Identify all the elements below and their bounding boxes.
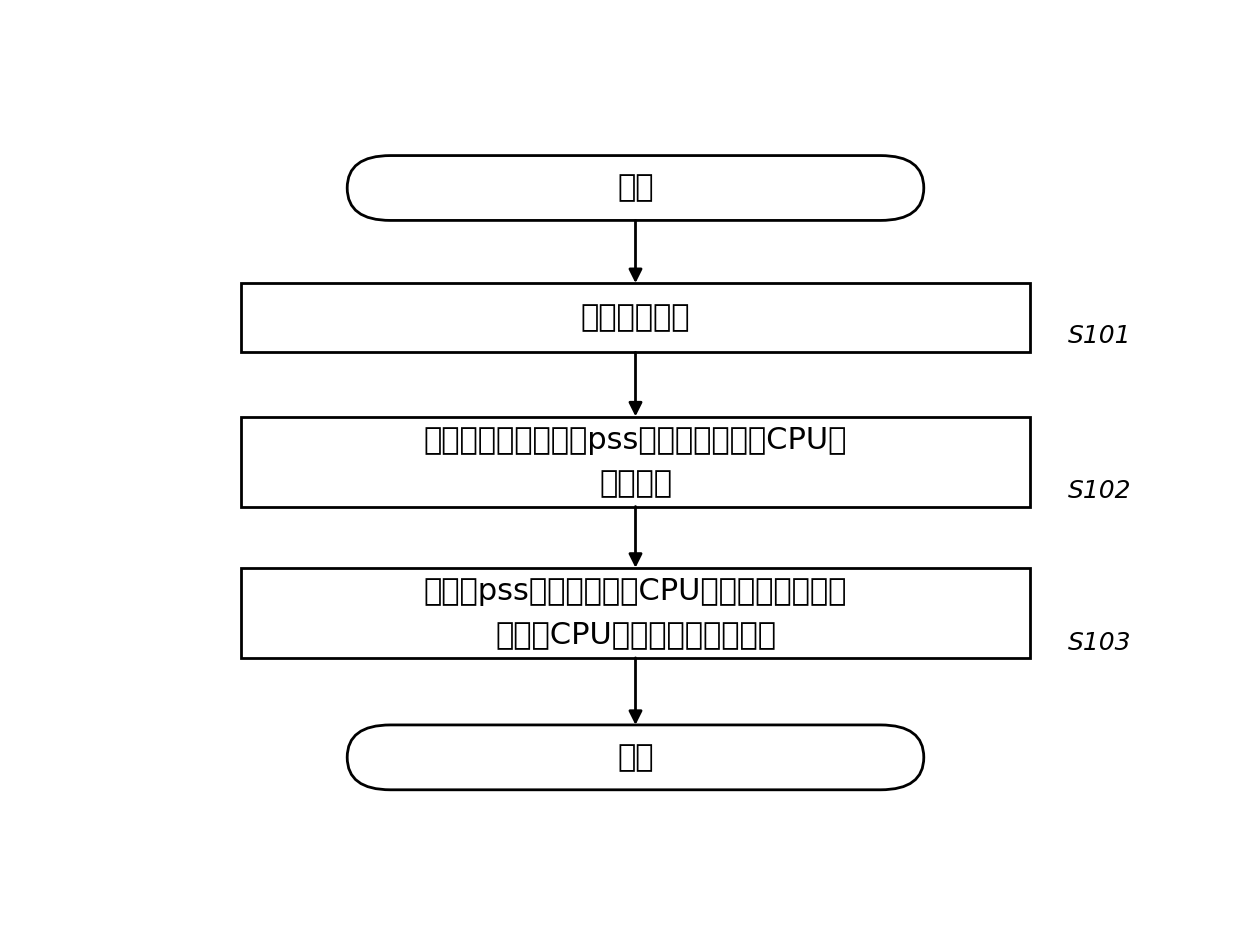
Text: S102: S102 [1068, 479, 1131, 504]
Text: 结束: 结束 [618, 743, 653, 772]
FancyBboxPatch shape [347, 724, 924, 790]
Text: S101: S101 [1068, 325, 1131, 348]
Text: 开始: 开始 [618, 173, 653, 202]
FancyBboxPatch shape [242, 568, 1029, 658]
FancyBboxPatch shape [347, 155, 924, 220]
Text: 将所述pss表发送至所述CPU的频率寄存器，以
使所述CPU以所述最大频率运行: 将所述pss表发送至所述CPU的频率寄存器，以 使所述CPU以所述最大频率运行 [424, 578, 847, 650]
Text: 根据所述超频指令在pss表中仅写入所述CPU的
最大频率: 根据所述超频指令在pss表中仅写入所述CPU的 最大频率 [424, 426, 847, 498]
FancyBboxPatch shape [242, 284, 1029, 352]
Text: S103: S103 [1068, 631, 1131, 654]
FancyBboxPatch shape [242, 417, 1029, 507]
Text: 获取超频指令: 获取超频指令 [580, 303, 691, 332]
